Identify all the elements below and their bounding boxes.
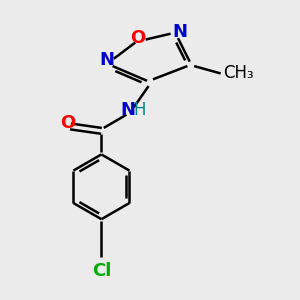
Text: N: N — [100, 51, 115, 69]
Text: O: O — [60, 115, 75, 133]
Text: H: H — [134, 101, 146, 119]
Text: O: O — [130, 29, 146, 47]
Text: N: N — [120, 101, 135, 119]
Text: CH₃: CH₃ — [224, 64, 254, 82]
Text: Cl: Cl — [92, 262, 111, 280]
Text: N: N — [173, 23, 188, 41]
